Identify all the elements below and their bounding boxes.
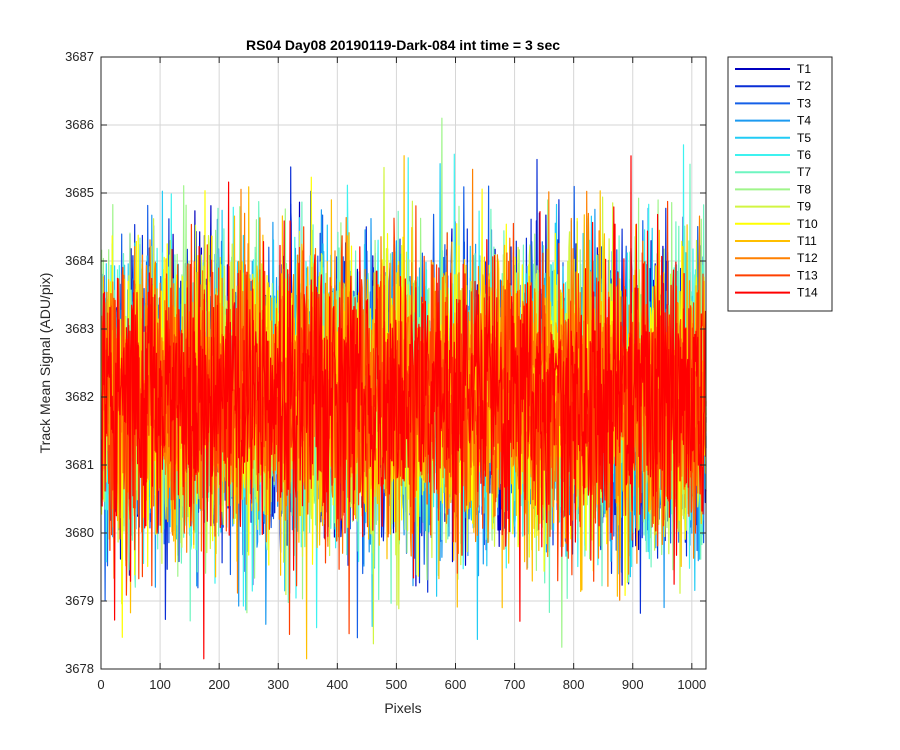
legend-item: T8 xyxy=(735,182,811,196)
y-tick-label: 3678 xyxy=(65,661,94,676)
y-tick-label: 3679 xyxy=(65,593,94,608)
x-tick-label: 100 xyxy=(149,677,171,692)
x-tick-label: 500 xyxy=(386,677,408,692)
y-tick-label: 3683 xyxy=(65,321,94,336)
legend-item: T4 xyxy=(735,114,811,128)
legend-label: T2 xyxy=(797,79,811,93)
legend-label: T3 xyxy=(797,96,811,110)
legend-label: T7 xyxy=(797,165,811,179)
y-tick-label: 3680 xyxy=(65,525,94,540)
legend-item: T9 xyxy=(735,200,811,214)
x-tick-label: 400 xyxy=(326,677,348,692)
series-line-t14 xyxy=(101,155,707,660)
y-tick-label: 3681 xyxy=(65,457,94,472)
x-tick-label: 900 xyxy=(622,677,644,692)
y-tick-label: 3685 xyxy=(65,185,94,200)
legend-label: T14 xyxy=(797,286,818,300)
x-tick-label: 200 xyxy=(208,677,230,692)
legend-item: T5 xyxy=(735,131,811,145)
legend-box xyxy=(727,56,833,312)
legend: T1 T2 T3 T4 T5 T6 T7 T8 T9 T10 T11 T12 T13 T14 xyxy=(727,56,833,312)
y-axis-ticks: 3678 3679 3680 3681 3682 3683 3684 3685 3686 3687 xyxy=(65,49,706,676)
legend-item: T1 xyxy=(735,62,811,76)
legend-label: T1 xyxy=(797,62,811,76)
legend-label: T10 xyxy=(797,217,818,231)
legend-label: T11 xyxy=(797,234,817,248)
legend-label: T6 xyxy=(797,148,811,162)
x-axis-label: Pixels xyxy=(384,700,421,716)
legend-label: T8 xyxy=(797,182,811,196)
chart-title: RS04 Day08 20190119-Dark-084 int time = … xyxy=(246,37,560,53)
legend-label: T9 xyxy=(797,200,811,214)
x-tick-label: 600 xyxy=(445,677,467,692)
legend-item: T12 xyxy=(735,251,818,265)
y-tick-label: 3687 xyxy=(65,49,94,64)
x-tick-label: 800 xyxy=(563,677,585,692)
legend-item: T3 xyxy=(735,96,811,110)
legend-item: T13 xyxy=(735,268,818,282)
legend-item: T11 xyxy=(735,234,817,248)
legend-item: T7 xyxy=(735,165,811,179)
legend-label: T5 xyxy=(797,131,811,145)
x-axis-ticks: 0 100 200 300 400 500 600 700 800 900 1000 xyxy=(97,57,706,692)
legend-item: T14 xyxy=(735,286,818,300)
legend-label: T13 xyxy=(797,268,818,282)
y-tick-label: 3684 xyxy=(65,253,94,268)
y-axis-label: Track Mean Signal (ADU/pix) xyxy=(37,273,53,454)
y-tick-label: 3686 xyxy=(65,117,94,132)
legend-item: T2 xyxy=(735,79,811,93)
x-tick-label: 0 xyxy=(97,677,104,692)
x-tick-label: 300 xyxy=(267,677,289,692)
y-tick-label: 3682 xyxy=(65,389,94,404)
legend-items: T1 T2 T3 T4 T5 T6 T7 T8 T9 T10 T11 T12 T13 T14 xyxy=(735,62,818,300)
series-lines xyxy=(101,117,707,660)
legend-item: T10 xyxy=(735,217,818,231)
legend-label: T12 xyxy=(797,251,818,265)
plot-frame xyxy=(100,56,707,670)
x-tick-label: 1000 xyxy=(677,677,706,692)
legend-item: T6 xyxy=(735,148,811,162)
legend-label: T4 xyxy=(797,114,811,128)
x-tick-label: 700 xyxy=(504,677,526,692)
